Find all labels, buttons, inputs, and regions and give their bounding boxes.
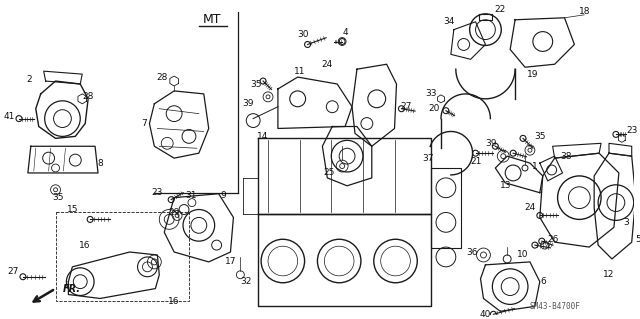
Text: 31: 31 [185,191,196,200]
Text: MT: MT [202,13,221,26]
Text: 24: 24 [524,203,536,212]
Text: 17: 17 [225,257,236,266]
Text: 28: 28 [83,93,94,101]
Text: 20: 20 [428,104,440,113]
Text: 9: 9 [221,191,227,200]
Text: 39: 39 [486,139,497,148]
Text: 27: 27 [401,102,412,111]
Text: 7: 7 [141,119,147,128]
Text: 19: 19 [527,70,539,78]
Text: 35: 35 [250,79,262,88]
Text: 23: 23 [626,126,637,135]
Text: 35: 35 [52,193,64,202]
Text: 6: 6 [540,277,546,286]
Text: 23: 23 [152,188,163,197]
Bar [56,212,189,301]
Text: 5: 5 [636,235,640,244]
Text: FR.: FR. [63,284,81,293]
Text: 18: 18 [579,7,590,16]
Text: 3: 3 [623,218,628,227]
Text: 15: 15 [67,205,78,214]
Text: 24: 24 [322,60,333,69]
Text: 26: 26 [547,235,558,244]
Text: 30: 30 [297,30,308,39]
Text: 33: 33 [426,89,437,98]
Text: 39: 39 [243,99,254,108]
Text: 32: 32 [241,277,252,286]
Text: 16: 16 [168,297,180,306]
Text: 29: 29 [168,208,180,217]
Text: 40: 40 [480,310,491,319]
Text: 14: 14 [257,132,269,141]
Text: 34: 34 [443,17,454,26]
Text: 12: 12 [604,270,614,279]
Text: 35: 35 [534,132,545,141]
Text: SM43-B4700F: SM43-B4700F [529,302,580,311]
Text: 36: 36 [466,248,477,256]
Text: 8: 8 [97,159,103,167]
Text: 38: 38 [561,152,572,161]
Text: 2: 2 [26,75,31,84]
Text: 1: 1 [532,161,538,171]
Text: 11: 11 [294,67,305,76]
Text: 25: 25 [324,168,335,177]
Text: 21: 21 [470,157,481,166]
Text: 41: 41 [3,112,15,121]
Text: 16: 16 [79,241,91,249]
Text: 28: 28 [157,73,168,82]
Text: 4: 4 [342,28,348,37]
Text: 10: 10 [517,250,529,259]
Text: 22: 22 [495,5,506,14]
Text: 13: 13 [499,181,511,190]
Text: 27: 27 [7,267,19,276]
Text: 37: 37 [422,154,434,163]
